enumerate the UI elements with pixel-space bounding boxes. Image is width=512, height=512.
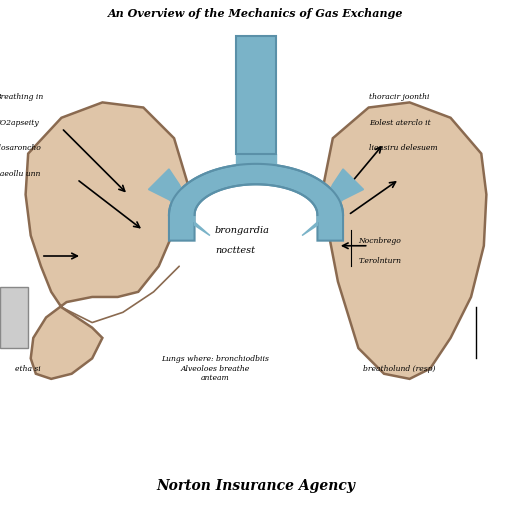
Text: haeollu unn: haeollu unn xyxy=(0,170,40,178)
Text: Lungs where: bronchiodbiis
Alveoloes breathe
anteam: Lungs where: bronchiodbiis Alveoloes bre… xyxy=(161,355,269,382)
FancyBboxPatch shape xyxy=(0,287,28,348)
Text: T.erolnturn: T.erolnturn xyxy=(358,257,401,265)
Text: Nocnbrego: Nocnbrego xyxy=(358,237,401,245)
Text: breatholund (resp): breatholund (resp) xyxy=(363,365,436,373)
Text: thoracir joonthi: thoracir joonthi xyxy=(369,93,429,101)
Text: Eolest aterclo it: Eolest aterclo it xyxy=(369,119,431,127)
Polygon shape xyxy=(169,164,343,241)
Polygon shape xyxy=(26,102,189,379)
Text: CO2apseity: CO2apseity xyxy=(0,119,39,127)
Text: alosaroncho: alosaroncho xyxy=(0,144,42,153)
Polygon shape xyxy=(236,36,276,154)
Text: Norton Insurance Agency: Norton Insurance Agency xyxy=(157,479,355,494)
Text: liousiru delesuem: liousiru delesuem xyxy=(369,144,437,153)
Text: etha si: etha si xyxy=(15,365,41,373)
Text: brongardia: brongardia xyxy=(215,226,270,235)
Text: Breathing in: Breathing in xyxy=(0,93,43,101)
Text: nocttest: nocttest xyxy=(215,246,255,255)
Polygon shape xyxy=(323,102,486,379)
Polygon shape xyxy=(148,169,210,236)
Polygon shape xyxy=(302,169,364,236)
Text: An Overview of the Mechanics of Gas Exchange: An Overview of the Mechanics of Gas Exch… xyxy=(108,8,404,18)
